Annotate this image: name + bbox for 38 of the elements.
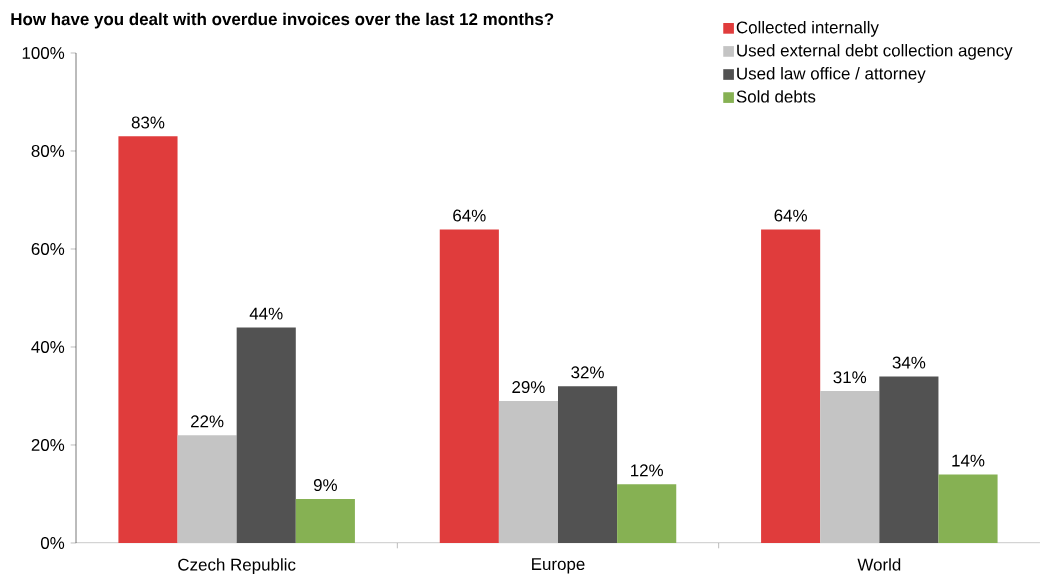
data-label: 12% (631, 464, 664, 477)
bar (295, 498, 355, 543)
bar (558, 386, 618, 543)
chart-title: How have you dealt with overdue invoices over the last 12 months? (11, 12, 554, 29)
y-tick-label: 40% (31, 340, 65, 353)
bar (820, 391, 880, 543)
x-tick-label: World (857, 558, 901, 571)
data-label: 64% (774, 209, 807, 222)
data-label: 64% (453, 209, 486, 222)
x-tick-label: Europe (532, 558, 585, 574)
y-tick-label: 100% (22, 46, 65, 59)
legend-label: Sold debts (736, 90, 816, 103)
data-label: 34% (892, 356, 926, 369)
bar (118, 136, 178, 543)
data-label: 9% (313, 479, 337, 492)
x-tick-label: Czech Republic (178, 558, 296, 575)
y-tick-label: 20% (31, 438, 65, 451)
data-label: 32% (571, 366, 604, 379)
legend-label: Used law office / attorney (737, 67, 926, 83)
bar (617, 484, 677, 543)
y-tick-label: 80% (31, 144, 65, 157)
y-tick-label: 60% (31, 242, 65, 255)
y-tick-label: 0% (40, 536, 65, 549)
data-label: 29% (512, 381, 545, 394)
legend-label: Collected internally (736, 20, 879, 37)
bar (439, 229, 499, 543)
data-label: 83% (131, 116, 165, 129)
bar (761, 229, 821, 543)
data-label: 44% (249, 307, 283, 320)
bar (498, 400, 558, 543)
bar (236, 327, 296, 543)
data-label: 22% (191, 415, 224, 428)
data-label: 14% (952, 454, 985, 467)
bar (938, 474, 998, 543)
bar (177, 435, 237, 543)
bar (879, 376, 939, 543)
data-label: 31% (833, 371, 867, 384)
legend-label: Used external debt collection agency (737, 44, 1013, 60)
